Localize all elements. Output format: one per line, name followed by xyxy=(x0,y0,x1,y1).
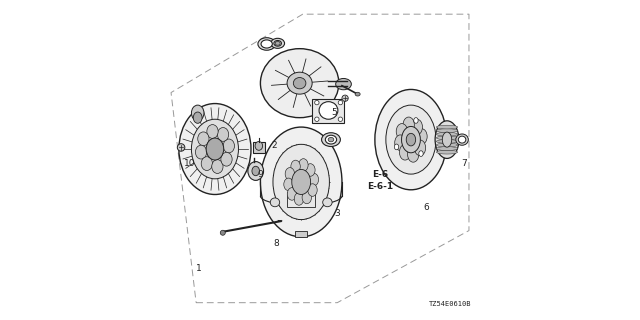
Ellipse shape xyxy=(258,38,275,50)
Ellipse shape xyxy=(411,119,422,135)
Ellipse shape xyxy=(248,162,264,180)
Ellipse shape xyxy=(396,124,408,139)
Ellipse shape xyxy=(255,141,262,150)
Ellipse shape xyxy=(386,105,436,174)
Ellipse shape xyxy=(299,159,308,171)
Ellipse shape xyxy=(293,77,306,89)
Ellipse shape xyxy=(284,178,293,191)
Bar xyxy=(253,142,265,153)
Ellipse shape xyxy=(206,138,224,160)
Polygon shape xyxy=(312,99,344,123)
Ellipse shape xyxy=(414,140,426,156)
Text: 1: 1 xyxy=(196,264,202,273)
Ellipse shape xyxy=(191,105,204,121)
Ellipse shape xyxy=(193,112,202,123)
Ellipse shape xyxy=(419,151,423,156)
Ellipse shape xyxy=(436,150,458,154)
Ellipse shape xyxy=(338,100,342,105)
Ellipse shape xyxy=(436,132,458,136)
Ellipse shape xyxy=(195,145,207,159)
Ellipse shape xyxy=(375,89,447,190)
Ellipse shape xyxy=(260,49,339,118)
Ellipse shape xyxy=(456,134,468,145)
Ellipse shape xyxy=(191,119,239,179)
Ellipse shape xyxy=(328,137,334,142)
Ellipse shape xyxy=(198,132,209,146)
Text: E-6-1: E-6-1 xyxy=(367,182,394,191)
Text: 7: 7 xyxy=(461,159,467,168)
Ellipse shape xyxy=(271,38,285,48)
Ellipse shape xyxy=(436,143,458,147)
Bar xyxy=(295,231,307,237)
Ellipse shape xyxy=(261,40,273,48)
Ellipse shape xyxy=(401,126,420,153)
Ellipse shape xyxy=(287,72,312,94)
Ellipse shape xyxy=(336,78,351,90)
Ellipse shape xyxy=(319,102,338,119)
Ellipse shape xyxy=(294,193,303,205)
Ellipse shape xyxy=(435,121,459,158)
Text: E-6: E-6 xyxy=(372,170,388,179)
Ellipse shape xyxy=(177,144,185,151)
Ellipse shape xyxy=(325,135,337,144)
Ellipse shape xyxy=(315,100,319,105)
Ellipse shape xyxy=(260,127,342,237)
Ellipse shape xyxy=(308,184,317,196)
Ellipse shape xyxy=(291,160,300,173)
Ellipse shape xyxy=(458,136,466,143)
Ellipse shape xyxy=(285,168,294,180)
Ellipse shape xyxy=(436,140,458,143)
Ellipse shape xyxy=(406,133,415,146)
Text: 3: 3 xyxy=(334,209,340,218)
Ellipse shape xyxy=(413,118,418,123)
Bar xyxy=(287,192,316,207)
Text: 6: 6 xyxy=(424,203,429,212)
Ellipse shape xyxy=(442,132,452,147)
Ellipse shape xyxy=(408,147,419,162)
Ellipse shape xyxy=(394,144,399,150)
Ellipse shape xyxy=(218,128,228,141)
Ellipse shape xyxy=(207,124,218,139)
Ellipse shape xyxy=(321,133,340,147)
Text: 8: 8 xyxy=(273,239,279,248)
Ellipse shape xyxy=(436,147,458,150)
Ellipse shape xyxy=(323,198,332,207)
Ellipse shape xyxy=(436,129,458,132)
Ellipse shape xyxy=(179,104,251,195)
Ellipse shape xyxy=(416,129,427,144)
Ellipse shape xyxy=(201,157,212,171)
Text: TZ54E0610B: TZ54E0610B xyxy=(429,301,471,308)
Ellipse shape xyxy=(436,136,458,140)
Ellipse shape xyxy=(309,173,319,186)
Ellipse shape xyxy=(274,41,282,46)
Ellipse shape xyxy=(338,117,342,121)
Text: 9: 9 xyxy=(257,170,263,179)
Ellipse shape xyxy=(315,117,319,121)
Ellipse shape xyxy=(287,188,297,200)
Ellipse shape xyxy=(252,166,259,176)
Ellipse shape xyxy=(223,139,234,153)
Text: 5: 5 xyxy=(332,108,337,117)
Ellipse shape xyxy=(306,164,315,176)
Ellipse shape xyxy=(273,144,330,220)
Ellipse shape xyxy=(275,42,280,45)
Ellipse shape xyxy=(270,198,280,207)
Ellipse shape xyxy=(395,135,406,151)
Ellipse shape xyxy=(403,117,414,133)
Ellipse shape xyxy=(221,152,232,166)
Ellipse shape xyxy=(436,125,458,129)
Ellipse shape xyxy=(292,169,310,195)
Text: 10: 10 xyxy=(184,159,196,168)
Ellipse shape xyxy=(399,144,411,160)
Text: 2: 2 xyxy=(272,141,277,150)
Ellipse shape xyxy=(342,95,348,101)
Ellipse shape xyxy=(212,160,223,173)
Ellipse shape xyxy=(355,92,360,96)
Ellipse shape xyxy=(220,230,225,235)
Ellipse shape xyxy=(302,191,312,204)
